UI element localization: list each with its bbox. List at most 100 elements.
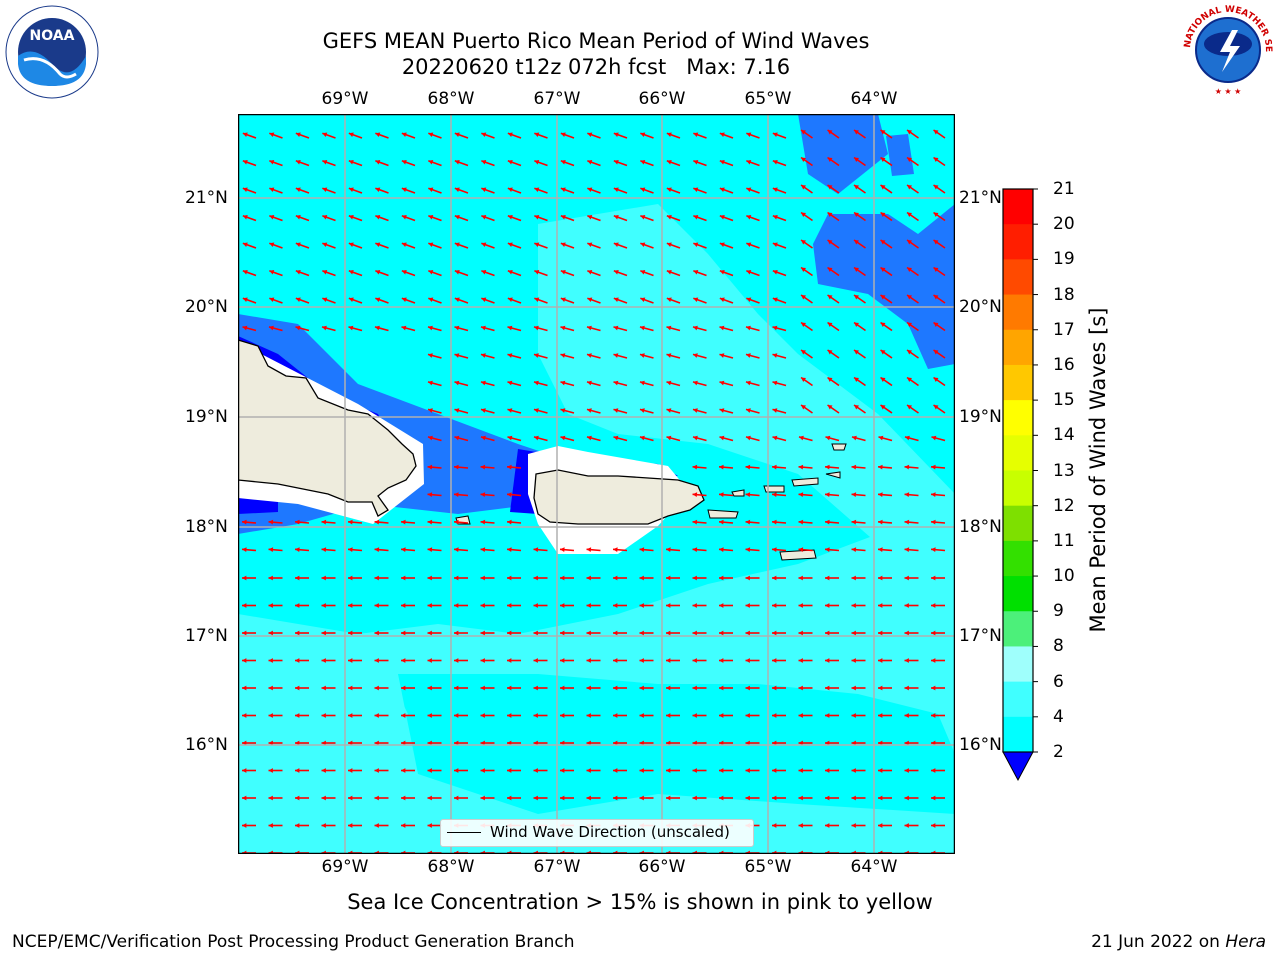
footer-branch: NCEP/EMC/Verification Post Processing Pr…: [12, 932, 575, 952]
wind-wave-arrowhead: [268, 547, 274, 553]
colorbar-tick-label: 13: [1053, 460, 1075, 481]
wind-wave-arrowhead: [295, 823, 300, 828]
wind-wave-arrowhead: [880, 377, 886, 382]
lon-tick-top-6: 64°W: [850, 89, 898, 109]
wind-wave-arrowhead: [560, 269, 566, 275]
island-tortola: [791, 477, 819, 487]
wind-wave-arrowhead: [587, 297, 593, 302]
wind-wave-arrowhead: [560, 740, 565, 746]
wind-wave-arrowhead: [931, 435, 937, 441]
wind-wave-arrowhead: [798, 492, 804, 498]
wind-wave-arrowhead: [772, 685, 777, 691]
wind-wave-arrowhead: [854, 239, 860, 245]
wind-wave-arrowhead: [507, 242, 513, 247]
wind-wave-arrowhead: [666, 325, 672, 331]
wind-wave-arrowhead: [719, 713, 724, 718]
wind-wave-arrowhead: [798, 685, 803, 691]
colorbar-tick-label: 21: [1053, 179, 1075, 199]
contour-2-4-ne2: [886, 134, 914, 176]
wind-wave-arrowhead: [374, 740, 379, 746]
wind-wave-arrowhead: [878, 740, 883, 746]
wind-wave-arrowhead: [639, 630, 644, 636]
wind-wave-arrowhead: [454, 685, 459, 691]
wind-wave-arrowhead: [269, 187, 275, 192]
wind-wave-arrowhead: [427, 492, 433, 498]
wind-wave-arrowhead: [348, 740, 353, 746]
colorbar-tick-label: 9: [1053, 601, 1064, 622]
wind-wave-arrowhead: [322, 214, 328, 220]
wind-wave-arrowhead: [401, 187, 407, 192]
wind-wave-arrowhead: [613, 269, 619, 275]
wind-wave-arrowhead: [907, 404, 913, 410]
wind-wave-arrowhead: [586, 713, 591, 718]
wind-wave-arrowhead: [348, 325, 354, 331]
wind-wave-arrowhead: [454, 547, 459, 553]
wind-wave-arrowhead: [507, 658, 512, 663]
wind-wave-arrowhead: [242, 187, 248, 192]
wind-wave-arrowhead: [772, 519, 777, 525]
wind-wave-arrowhead: [745, 713, 750, 718]
wind-wave-arrowhead: [242, 795, 247, 801]
wind-wave-arrowhead: [427, 380, 433, 386]
wind-wave-arrowhead: [560, 132, 566, 137]
wind-wave-arrowhead: [401, 768, 406, 773]
wind-wave-arrowhead: [666, 685, 671, 691]
wind-wave-arrowhead: [933, 404, 939, 410]
wind-wave-arrowhead: [854, 322, 860, 327]
wind-wave-arrowhead: [454, 630, 459, 636]
wind-wave-arrowhead: [801, 404, 807, 410]
wind-wave-arrowhead: [907, 267, 913, 272]
wind-wave-arrowhead: [880, 239, 886, 245]
wind-wave-arrowhead: [639, 575, 644, 581]
wind-wave-arrowhead: [854, 349, 860, 355]
wind-wave-arrowhead: [639, 658, 644, 663]
wind-wave-arrowhead: [533, 547, 539, 553]
wind-wave-arrowhead: [692, 380, 698, 386]
wind-wave-arrowhead: [772, 159, 778, 165]
wind-wave-arrowhead: [374, 325, 380, 331]
wind-wave-arrowhead: [454, 575, 459, 581]
wind-wave-arrowhead: [507, 575, 512, 581]
wind-wave-arrowhead: [348, 630, 353, 636]
wind-wave-arrowhead: [801, 267, 807, 272]
wind-wave-arrowhead: [507, 214, 513, 220]
wind-wave-arrowhead: [692, 740, 697, 746]
wind-wave-arrowhead: [931, 740, 936, 746]
wind-wave-arrowhead: [880, 294, 886, 300]
wind-wave-arrowhead: [880, 404, 886, 410]
wind-wave-arrowhead: [854, 129, 860, 135]
svg-text:NOAA: NOAA: [30, 28, 75, 44]
wind-wave-arrowhead: [772, 297, 778, 302]
lat-tick-left-3: 19°N: [185, 407, 228, 427]
title-line1: GEFS MEAN Puerto Rico Mean Period of Win…: [322, 29, 870, 53]
wind-wave-arrowhead: [586, 435, 592, 441]
wind-wave-arrowhead: [825, 823, 830, 828]
wind-wave-arrowhead: [719, 685, 724, 691]
wind-wave-arrowhead: [613, 603, 618, 608]
wind-wave-arrowhead: [401, 242, 407, 247]
wind-wave-arrowhead: [692, 464, 698, 470]
wind-wave-arrowhead: [507, 740, 512, 746]
colorbar-segment: [1003, 259, 1033, 296]
wind-wave-arrowhead: [375, 187, 381, 192]
wind-wave-arrowhead: [801, 157, 807, 162]
wind-wave-arrowhead: [534, 159, 540, 165]
wind-wave-arrowhead: [507, 685, 512, 691]
wind-wave-arrowhead: [295, 132, 301, 137]
wind-wave-arrowhead: [295, 242, 301, 247]
wind-wave-arrowhead: [745, 325, 751, 331]
wind-wave-arrowhead: [454, 159, 460, 165]
wind-wave-arrowhead: [933, 267, 939, 272]
wind-wave-arrowhead: [480, 713, 485, 718]
wind-wave-arrowhead: [666, 603, 671, 608]
contour-4-6-south-core: [398, 674, 955, 814]
wind-wave-arrowhead: [533, 685, 538, 691]
wind-wave-arrowhead: [613, 242, 619, 247]
land-hispaniola: [238, 339, 417, 517]
colorbar-segment: [1003, 435, 1033, 471]
wind-wave-arrowhead: [587, 242, 593, 247]
wind-wave-arrowhead: [295, 740, 300, 746]
wind-wave-arrowhead: [745, 575, 750, 581]
wind-wave-arrowhead: [374, 685, 379, 691]
wind-wave-arrowhead: [507, 187, 513, 192]
